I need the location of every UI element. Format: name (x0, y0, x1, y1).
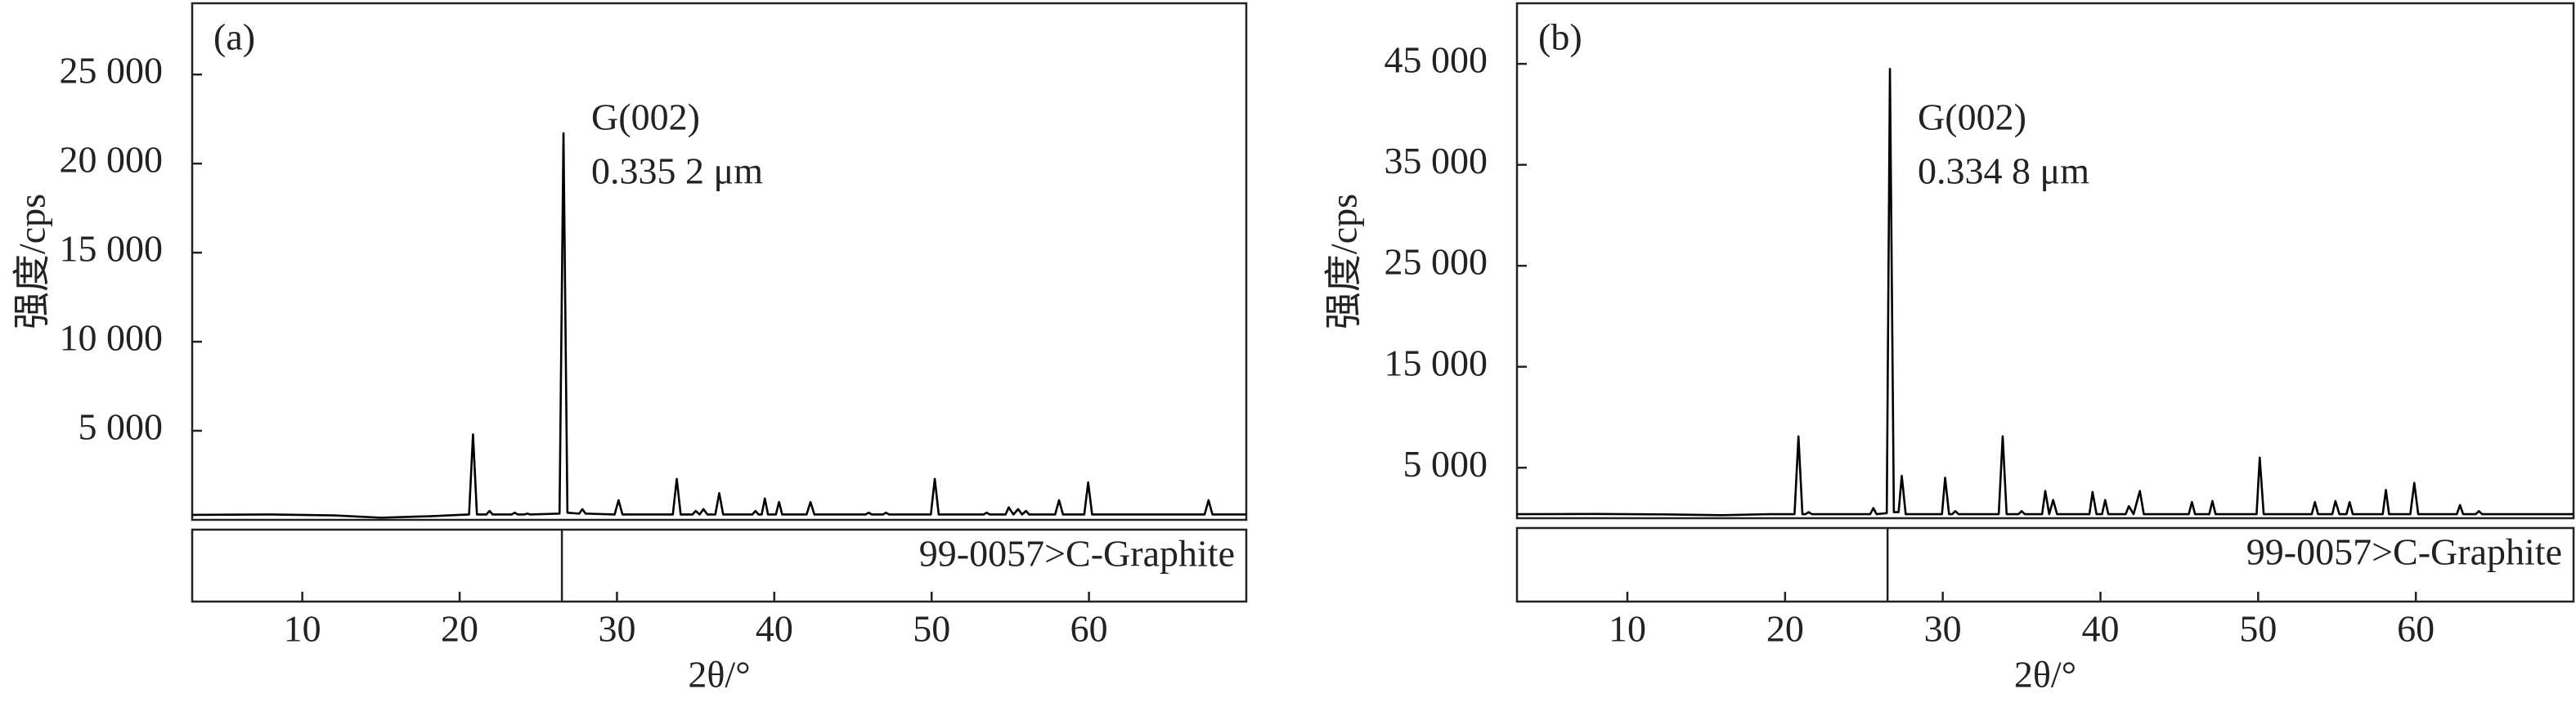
x-tick-label: 60 (1070, 608, 1108, 650)
reference-frame (1515, 526, 2575, 603)
x-axis-label: 2θ/° (688, 654, 750, 696)
peak-annotation: G(002) (591, 96, 700, 138)
y-tick-label: 45 000 (1384, 39, 1488, 81)
y-axis-label: 强度/cps (11, 194, 53, 329)
x-tick-label: 50 (913, 608, 950, 650)
panel-label: (a) (213, 16, 255, 58)
x-tick-label: 20 (1766, 608, 1804, 650)
xrd-line (191, 132, 1246, 519)
x-tick-label: 30 (1924, 608, 1962, 650)
reference-label: 99-0057>C-Graphite (2246, 531, 2562, 573)
x-tick-label: 20 (441, 608, 478, 650)
x-tick-label: 40 (756, 608, 793, 650)
y-tick-label: 15 000 (60, 228, 164, 270)
plot-frame (1515, 2, 2575, 520)
panel-label: (b) (1538, 16, 1582, 58)
x-tick-label: 30 (598, 608, 635, 650)
y-tick-label: 35 000 (1384, 140, 1488, 181)
x-tick-label: 10 (284, 608, 321, 650)
y-tick-label: 20 000 (60, 139, 164, 181)
x-tick-label: 50 (2239, 608, 2277, 650)
xrd-line (1516, 67, 2574, 517)
x-tick-label: 40 (2081, 608, 2119, 650)
y-axis-label: 强度/cps (1323, 194, 1365, 329)
peak-annotation: G(002) (1918, 96, 2026, 138)
x-tick-label: 10 (1609, 608, 1646, 650)
x-tick-label: 60 (2397, 608, 2435, 650)
y-tick-label: 10 000 (60, 317, 164, 359)
reference-label: 99-0057>C-Graphite (919, 533, 1235, 575)
reference-frame (191, 528, 1248, 603)
x-axis-label: 2θ/° (2014, 654, 2076, 696)
y-tick-label: 5 000 (1403, 443, 1488, 485)
y-tick-label: 25 000 (1384, 241, 1488, 283)
peak-annotation: 0.334 8 μm (1918, 150, 2089, 192)
plot-frame (191, 2, 1248, 521)
peak-annotation: 0.335 2 μm (591, 150, 763, 192)
y-tick-label: 25 000 (60, 50, 164, 92)
y-tick-label: 5 000 (79, 406, 164, 448)
y-tick-label: 15 000 (1384, 342, 1488, 383)
